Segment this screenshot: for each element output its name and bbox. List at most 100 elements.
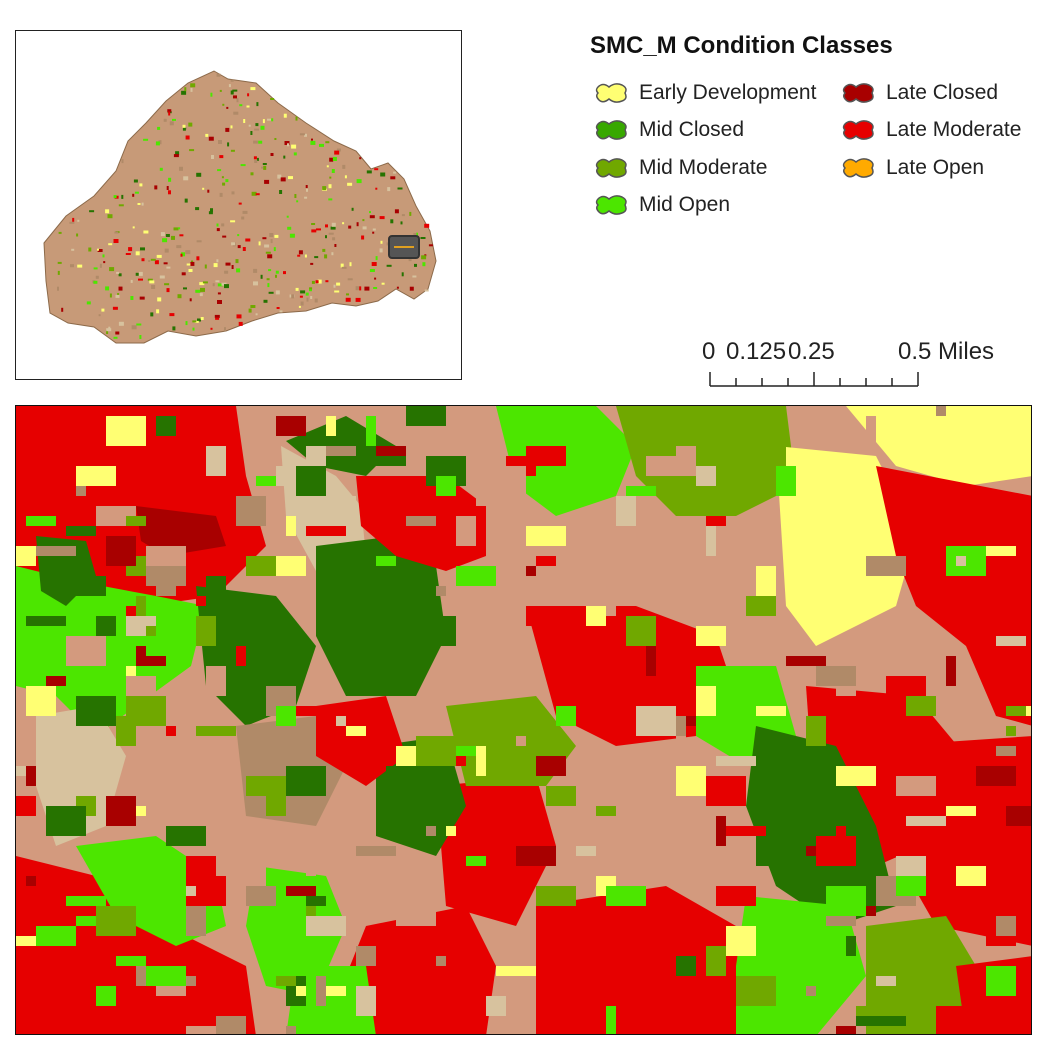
overview-pixel — [386, 264, 392, 267]
map-pixel-block — [286, 1026, 296, 1034]
map-pixel-block — [876, 976, 896, 986]
map-pixel-block — [696, 466, 716, 486]
overview-pixel — [296, 200, 299, 203]
overview-pixel — [210, 92, 213, 97]
map-pixel-block — [186, 426, 196, 456]
overview-pixel — [297, 254, 301, 257]
overview-pixel — [88, 247, 92, 252]
map-pixel-block — [276, 706, 296, 726]
overview-pixel — [250, 131, 253, 135]
map-region-early-development — [846, 406, 1031, 486]
overview-pixel — [217, 300, 222, 304]
overview-pixel — [208, 211, 213, 215]
overview-pixel — [270, 239, 273, 244]
overview-pixel — [106, 330, 109, 334]
overview-pixel — [270, 98, 275, 100]
overview-pixel — [328, 184, 332, 189]
overview-pixel — [332, 237, 336, 241]
map-region-late-moderate — [876, 466, 1031, 726]
map-pixel-block — [436, 586, 446, 596]
overview-pixel — [283, 155, 286, 159]
overview-pixel — [185, 250, 191, 255]
overview-pixel — [344, 175, 347, 179]
overview-pixel — [275, 274, 277, 278]
overview-pixel — [322, 186, 327, 191]
map-pixel-block — [846, 936, 856, 956]
overview-pixel — [216, 259, 219, 263]
overview-pixel — [351, 207, 354, 211]
scale-label-0125: 0.125 — [726, 338, 787, 365]
map-pixel-block — [76, 466, 116, 486]
overview-pixel — [133, 179, 138, 183]
overview-pixel — [240, 164, 246, 167]
overview-pixel — [326, 165, 329, 168]
overview-pixel — [289, 233, 295, 238]
map-pixel-block — [106, 536, 136, 566]
overview-pixel — [57, 261, 62, 264]
legend-item-mid-closed: Mid Closed — [595, 115, 744, 145]
overview-pixel — [306, 297, 309, 302]
overview-pixel — [130, 296, 134, 300]
overview-pixel — [409, 286, 414, 291]
overview-pixel — [115, 294, 120, 298]
scale-label-05-miles: 0.5 Miles — [898, 338, 995, 365]
overview-pixel — [151, 285, 156, 289]
map-pixel-block — [236, 646, 246, 666]
map-pixel-block — [986, 936, 1016, 946]
overview-pixel — [86, 301, 91, 305]
map-pixel-block — [206, 446, 226, 476]
overview-pixel — [375, 256, 378, 261]
overview-pixel — [190, 87, 193, 92]
map-pixel-block — [156, 416, 176, 436]
map-pixel-block — [26, 766, 36, 786]
overview-pixel — [222, 103, 225, 106]
swatch-icon — [595, 158, 627, 178]
overview-pixel — [195, 289, 201, 293]
overview-pixel — [245, 238, 251, 242]
map-pixel-block — [306, 526, 346, 536]
map-region-late-closed — [136, 506, 226, 556]
overview-pixel — [236, 98, 239, 103]
overview-pixel — [231, 242, 236, 246]
overview-pixel — [200, 317, 204, 320]
map-pixel-block — [866, 416, 876, 446]
overview-pixel — [355, 297, 361, 302]
map-pixel-block — [556, 706, 576, 726]
overview-pixel — [125, 253, 131, 255]
overview-pixel — [132, 226, 135, 229]
overview-pixel — [118, 204, 124, 207]
overview-pixel — [177, 294, 182, 299]
overview-pixel — [143, 138, 149, 141]
overview-pixel — [329, 176, 332, 179]
map-pixel-block — [676, 956, 696, 976]
overview-pixel — [243, 119, 246, 123]
map-pixel-block — [286, 766, 326, 796]
overview-pixel — [95, 275, 99, 279]
overview-pixel — [237, 234, 240, 237]
map-pixel-block — [636, 706, 676, 736]
overview-pixel — [380, 240, 383, 244]
overview-pixel — [319, 143, 324, 147]
map-pixel-block — [156, 586, 176, 596]
overview-pixel — [231, 191, 235, 195]
overview-pixel — [221, 223, 225, 227]
legend: SMC_M Condition Classes Early Developmen… — [590, 32, 1040, 222]
overview-pixel — [260, 274, 263, 279]
overview-pixel — [172, 118, 176, 121]
overview-pixel — [356, 179, 362, 184]
map-pixel-block — [906, 696, 936, 716]
overview-pixel — [207, 189, 210, 193]
overview-pixel — [373, 287, 378, 289]
overview-pixel — [136, 323, 142, 326]
overview-pixel — [230, 220, 236, 223]
map-pixel-block — [526, 606, 546, 626]
map-region-mid-open — [16, 566, 206, 736]
overview-pixel — [166, 288, 170, 293]
overview-pixel — [227, 142, 230, 147]
overview-pixel — [251, 191, 257, 196]
swatch-icon — [595, 195, 627, 215]
overview-pixel — [114, 231, 119, 234]
map-region-mid-moderate — [616, 406, 796, 516]
overview-pixel — [138, 278, 143, 281]
overview-pixel — [359, 286, 362, 291]
